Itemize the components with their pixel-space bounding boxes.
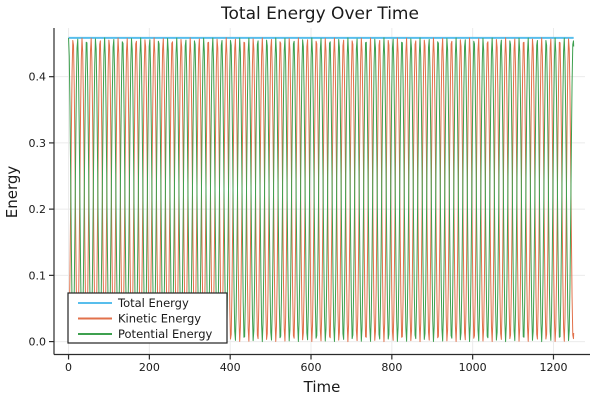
axes: 0 200 400 600 800 1000 1200 0.0 0.1 0.2 0.3 0.4 (29, 28, 590, 374)
x-tick-label: 800 (381, 361, 402, 374)
x-tick-label: 200 (139, 361, 160, 374)
chart-title: Total Energy Over Time (220, 4, 419, 24)
x-tick-label: 0 (65, 361, 72, 374)
x-tick-label: 400 (220, 361, 241, 374)
x-tick-label: 1200 (539, 361, 567, 374)
y-axis-label: Energy (3, 166, 21, 219)
y-tick-label: 0.4 (29, 71, 47, 84)
legend-entry-label: Kinetic Energy (118, 312, 201, 326)
series-lines (68, 36, 575, 343)
y-tick-label: 0.1 (29, 269, 47, 282)
series-line-potential-energy (68, 37, 575, 343)
x-axis-label: Time (303, 378, 341, 396)
legend-entry-label: Potential Energy (118, 327, 212, 341)
y-tick-label: 0.2 (29, 203, 47, 216)
y-tick-label: 0.3 (29, 137, 47, 150)
legend-entry-label: Total Energy (117, 296, 189, 310)
x-tick-label: 1000 (459, 361, 487, 374)
x-tick-label: 600 (301, 361, 322, 374)
y-tick-label: 0.0 (29, 336, 47, 349)
